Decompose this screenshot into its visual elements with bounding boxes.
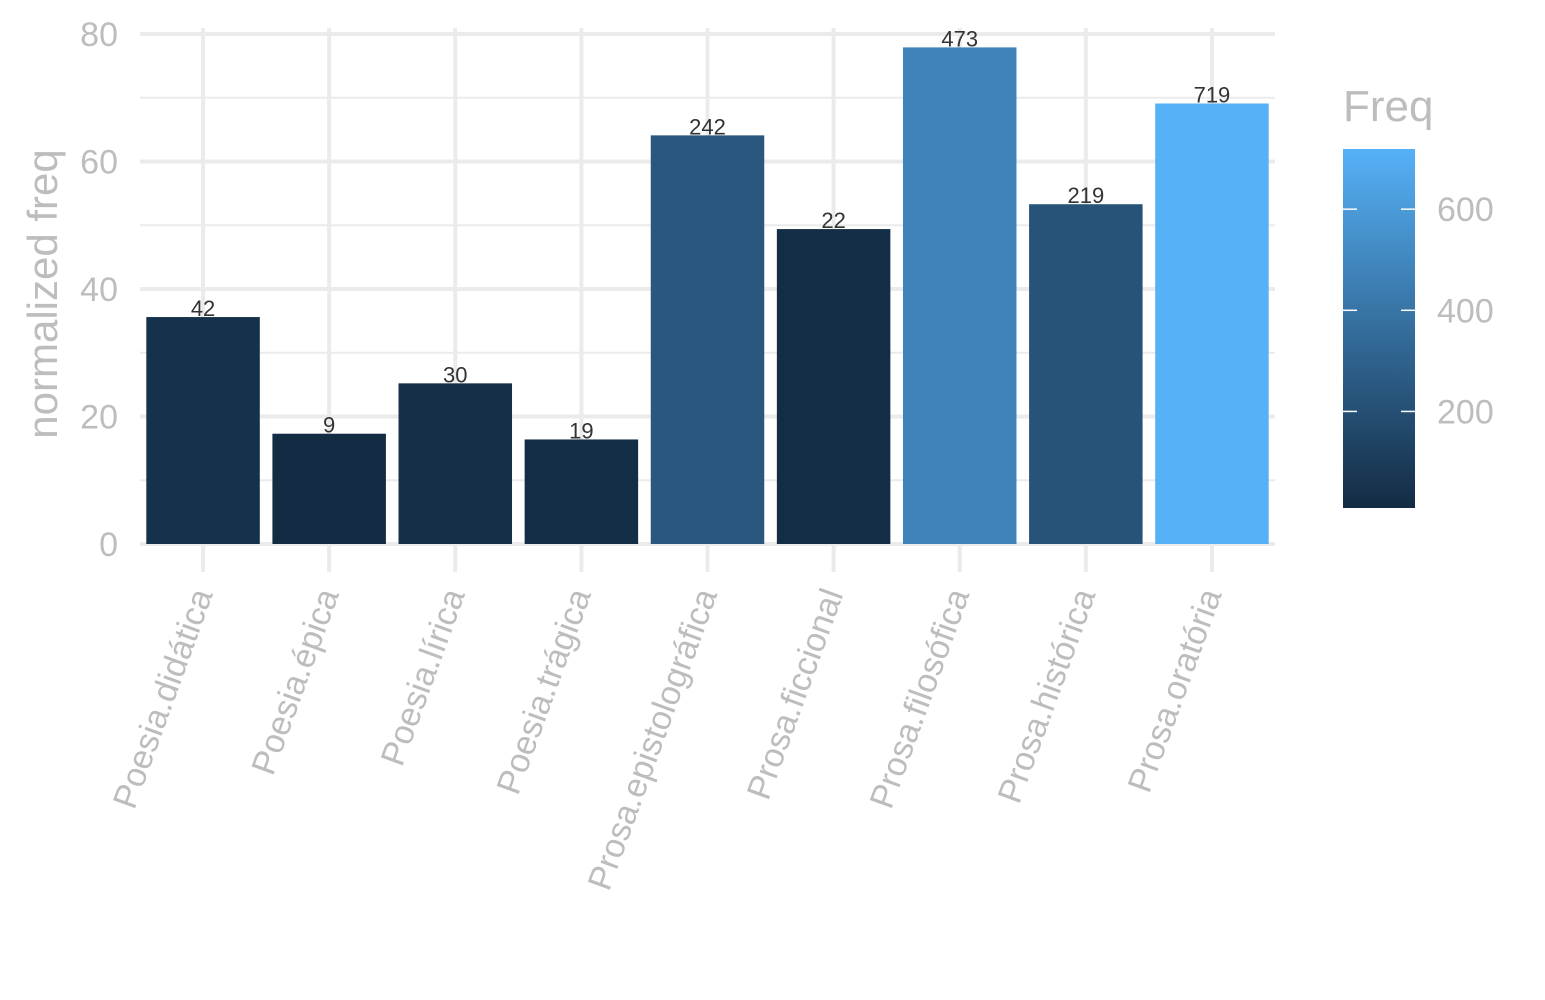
colorbar-tick-label: 400 [1437, 292, 1494, 330]
y-axis-title: normalized freq [19, 149, 66, 438]
bar-value-label: 42 [191, 296, 215, 321]
bar-value-label: 30 [443, 362, 467, 387]
x-axis-ticks: Poesia.didática Poesia.épica Poesia.lírica… [106, 584, 1230, 895]
x-tick-label: Poesia.lírica [374, 584, 473, 771]
x-tick-label: Poesia.didática [106, 584, 221, 814]
bar [902, 47, 1017, 544]
bar [146, 317, 260, 544]
colorbar-ticks: 200 400 600 [1343, 191, 1494, 431]
bar-value-label: 9 [323, 413, 335, 438]
bar-value-label: 473 [941, 26, 978, 51]
y-tick-label: 80 [80, 16, 118, 54]
bar [272, 433, 386, 544]
colorbar-tick-label: 600 [1437, 191, 1494, 229]
x-tick-label: Poesia.épica [244, 584, 346, 780]
bar [1155, 103, 1269, 545]
y-tick-label: 40 [80, 271, 118, 309]
x-tick-label: Poesia.trágica [490, 584, 599, 800]
x-tick-label: Prosa.filosófica [863, 584, 978, 814]
bars [146, 47, 1269, 545]
x-tick-label: Prosa.histórica [991, 584, 1104, 808]
y-tick-label: 20 [80, 399, 118, 437]
bar [1029, 204, 1143, 544]
bar-value-label: 19 [569, 418, 593, 443]
bar [776, 229, 891, 544]
x-tick-label: Prosa.oratória [1121, 584, 1230, 798]
bar [398, 383, 513, 544]
y-axis-ticks: 0 20 40 60 80 [80, 16, 118, 564]
x-tick-label: Prosa.ficcional [740, 584, 851, 805]
legend-title: Freq [1343, 82, 1433, 131]
bar-value-labels: 42 9 30 19 242 22 473 219 719 [191, 26, 1230, 443]
bar-value-label: 719 [1194, 82, 1231, 107]
x-tick-label: Prosa.epistolográfica [581, 584, 725, 895]
colorbar-legend: Freq 200 400 600 [1343, 82, 1494, 508]
bar [524, 439, 639, 544]
y-tick-label: 0 [99, 526, 118, 564]
bar-value-label: 219 [1067, 183, 1104, 208]
bar-value-label: 242 [689, 114, 726, 139]
y-tick-label: 60 [80, 144, 118, 182]
bar-value-label: 22 [821, 208, 845, 233]
colorbar-tick-label: 200 [1437, 393, 1494, 431]
bar [650, 135, 765, 545]
colorbar [1343, 149, 1415, 508]
